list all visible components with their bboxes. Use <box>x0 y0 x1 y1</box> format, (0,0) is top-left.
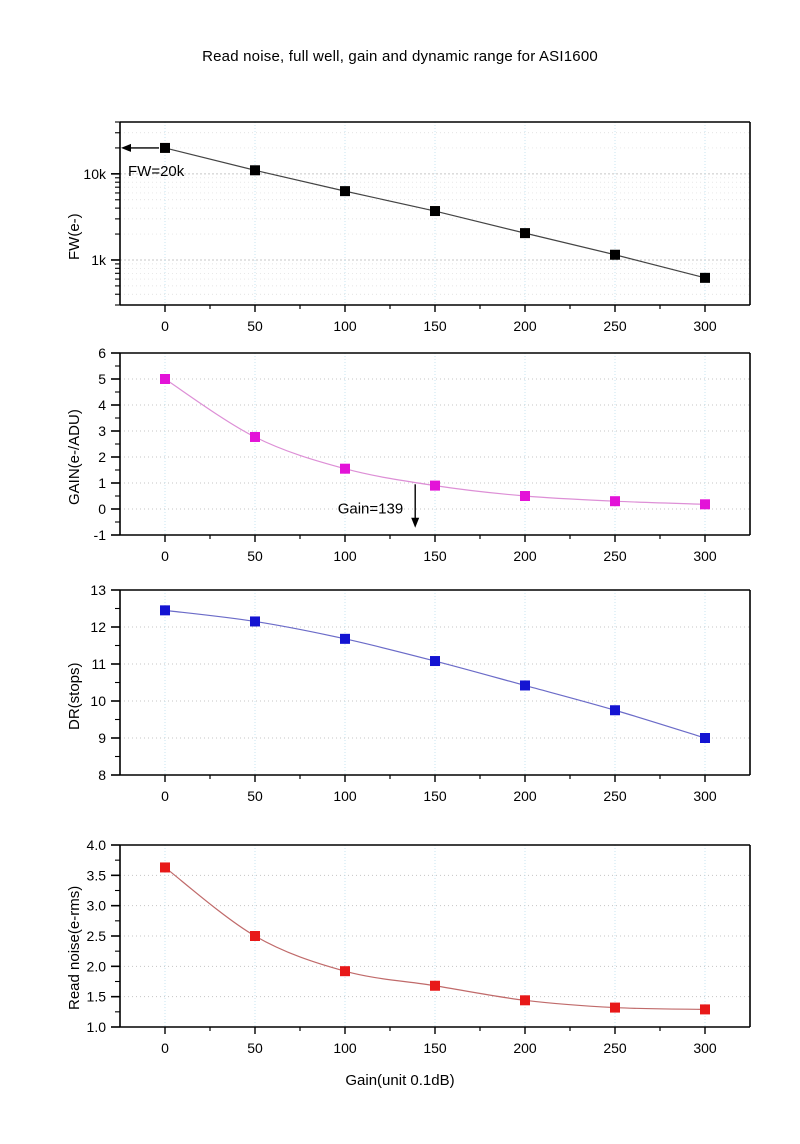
x-tick-label: 100 <box>333 1040 357 1056</box>
x-axis-title: Gain(unit 0.1dB) <box>345 1072 455 1089</box>
annotation-fw-label: FW=20k <box>128 163 185 180</box>
x-tick-label: 200 <box>513 1040 537 1056</box>
y-tick-label: 4 <box>98 397 106 413</box>
data-point-marker <box>430 480 440 491</box>
y-tick-label: 6 <box>98 345 106 361</box>
data-point-marker <box>430 206 440 217</box>
y-tick-label: 10 <box>90 693 106 709</box>
y-tick-label: 3 <box>98 423 106 439</box>
data-point-marker <box>520 680 530 691</box>
x-tick-label: 0 <box>161 318 169 334</box>
x-tick-label: 300 <box>693 548 717 564</box>
panel-dynamic-range: 0 50 100 150 200 250 300 13 12 11 10 9 8 <box>90 582 751 804</box>
data-point-marker <box>610 249 620 260</box>
y-tick-label: 3.5 <box>87 867 107 883</box>
y-tick-label: 4.0 <box>87 837 107 853</box>
x-tick-label: 100 <box>333 318 357 334</box>
x-tick-label: 250 <box>603 1040 627 1056</box>
x-tick-label: 150 <box>423 548 447 564</box>
y-tick-label: 13 <box>90 582 106 598</box>
x-tick-label: 250 <box>603 788 627 804</box>
data-point-marker <box>160 142 170 153</box>
data-point-marker <box>610 496 620 507</box>
data-point-marker <box>340 463 350 474</box>
data-point-marker <box>430 980 440 991</box>
y-tick-label: 1k <box>91 252 107 268</box>
x-tick-label: 150 <box>423 318 447 334</box>
y-tick-label: 0 <box>98 501 106 517</box>
x-tick-label: 150 <box>423 788 447 804</box>
data-point-marker <box>250 431 260 442</box>
x-tick-label: 100 <box>333 548 357 564</box>
annotation-gain-label: Gain=139 <box>338 501 403 518</box>
x-tick-label: 100 <box>333 788 357 804</box>
data-point-marker <box>340 966 350 977</box>
x-tick-label: 50 <box>247 318 263 334</box>
x-tick-label: 300 <box>693 788 717 804</box>
data-point-marker <box>520 228 530 239</box>
data-point-marker <box>250 616 260 627</box>
figure-title: Read noise, full well, gain and dynamic … <box>202 48 598 65</box>
data-point-marker <box>160 374 170 384</box>
y-tick-label: 1 <box>98 475 106 491</box>
x-tick-label: 300 <box>693 318 717 334</box>
data-point-marker <box>250 931 260 941</box>
x-tick-label: 300 <box>693 1040 717 1056</box>
y-tick-label: 1.5 <box>87 989 107 1005</box>
x-tick-label: 200 <box>513 788 537 804</box>
x-tick-label: 150 <box>423 1040 447 1056</box>
y-tick-label: 2 <box>98 449 106 465</box>
annotation-arrow-head <box>411 517 420 528</box>
y-tick-label: 2.5 <box>87 928 107 944</box>
data-point-marker <box>520 491 530 501</box>
data-point-marker <box>250 165 260 176</box>
y-tick-label: 12 <box>90 619 106 635</box>
x-tick-label: 0 <box>161 788 169 804</box>
data-point-marker <box>520 995 530 1006</box>
data-point-marker <box>340 633 350 644</box>
x-tick-label: 200 <box>513 548 537 564</box>
y-tick-label: 11 <box>91 656 106 672</box>
data-point-marker <box>700 499 710 510</box>
x-tick-label: 50 <box>247 788 263 804</box>
x-tick-label: 250 <box>603 318 627 334</box>
x-tick-label: 0 <box>161 548 169 564</box>
x-tick-label: 200 <box>513 318 537 334</box>
data-point-marker <box>700 1004 710 1015</box>
data-point-marker <box>700 733 710 743</box>
y-tick-label: -1 <box>94 527 107 543</box>
annotation-arrow-head <box>121 143 131 152</box>
y-tick-label: 10k <box>83 166 107 182</box>
panel-full-well: 0 50 100 150 200 250 300 1k 10k FW=20k <box>83 121 751 334</box>
x-tick-label: 50 <box>247 1040 263 1056</box>
data-point-marker <box>430 656 440 667</box>
panel-gain: 0 50 100 150 200 250 300 6 5 4 3 2 1 0 -1 Gain=139 <box>94 345 751 564</box>
x-tick-label: 50 <box>247 548 263 564</box>
y-tick-label: 3.0 <box>87 898 107 914</box>
y-tick-label: 2.0 <box>87 958 107 974</box>
data-point-marker <box>340 186 350 197</box>
data-point-marker <box>610 1002 620 1013</box>
y-tick-label: 5 <box>98 371 106 387</box>
x-tick-label: 250 <box>603 548 627 564</box>
x-tick-label: 0 <box>161 1040 169 1056</box>
panel-read-noise: 0 50 100 150 200 250 300 4.0 3.5 3.0 2.5 2.0 1.5 1.0 <box>87 837 751 1056</box>
y-tick-label: 1.0 <box>87 1019 107 1035</box>
y-tick-label: 8 <box>98 767 106 783</box>
data-point-marker <box>700 272 710 283</box>
data-point-marker <box>160 862 170 873</box>
y-tick-label: 9 <box>98 730 106 746</box>
data-point-marker <box>610 705 620 716</box>
data-point-marker <box>160 605 170 616</box>
